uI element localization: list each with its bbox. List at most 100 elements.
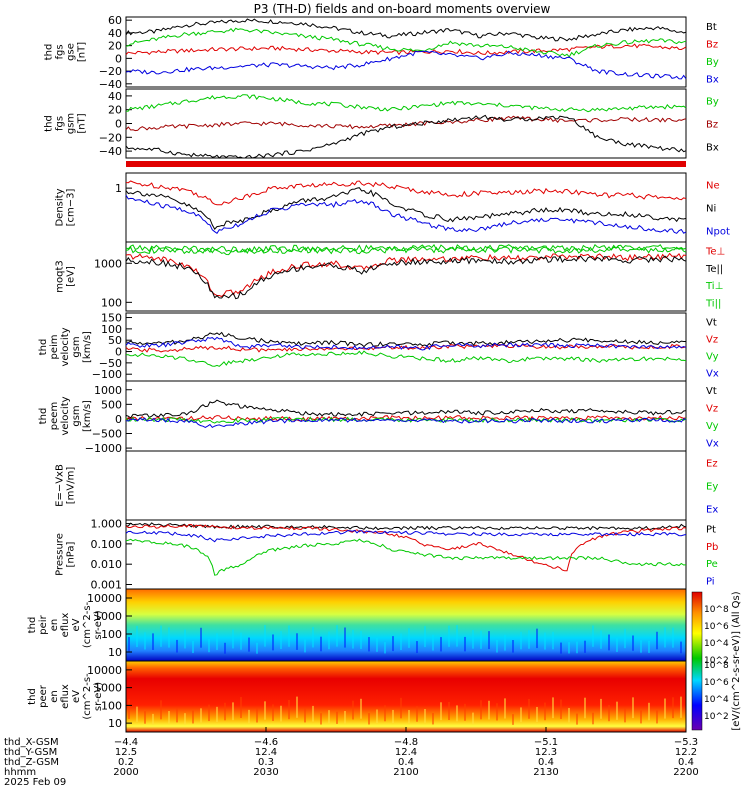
ytick-label: 0.010 [91,558,123,571]
spectrogram-streak [216,633,218,650]
x-axis-row-label: 2025 Feb 09 [4,777,66,788]
spectrogram-streak [416,706,418,722]
spectrogram-streak [600,630,602,649]
spectrogram-streak [288,625,290,647]
ytick-label: 1000 [94,384,122,397]
spectrogram-streak [264,625,266,647]
spectrogram-streak [240,632,242,650]
legend-label: Vz [706,403,718,414]
spectrogram-streak [360,698,362,719]
spectrogram-streak [448,625,450,647]
spectrogram-streak [528,698,530,719]
spectrogram-streak [512,640,514,653]
y-axis-label-line: [nPa] [66,541,77,567]
spectrogram-streak [576,713,578,725]
ytick-label: −40 [99,145,122,158]
flag-band [126,161,686,167]
spectrogram-streak [672,627,674,648]
panel-frame [125,450,687,521]
spectrogram-streak [464,636,466,652]
ytick-label: 40 [108,27,122,40]
y-axis-label-line: [cm−3] [66,189,77,227]
spectrogram-streak [176,639,178,653]
legend-label: Vx [706,369,719,380]
spectrogram-streak [568,642,570,654]
spectrogram-streak [152,713,154,725]
panel-frame [125,519,687,590]
legend-label: Ne [706,181,720,192]
spectrogram-streak [392,636,394,652]
legend-label: Pe [706,559,718,570]
spectrogram-streak [592,712,594,725]
spectrogram-streak [472,630,474,649]
spectrogram-streak [352,700,354,720]
spectrogram-streak [184,629,186,649]
spectrogram-streak [560,642,562,654]
series-line-Ti|| [125,246,687,256]
x-tick-label: 12.2 [675,747,697,758]
series-line-By [125,94,687,113]
series-line-Pb [125,524,687,572]
spectrogram-streak [336,625,338,647]
spectrogram-streak [168,711,170,724]
ytick-label: 0.100 [91,538,123,551]
legend-label: Te⊥ [705,247,725,258]
ytick-label: 10 [108,646,122,659]
x-tick-label: 0.4 [398,757,414,768]
spectrogram-streak [680,696,682,718]
series-line-Ti⊥ [125,244,687,254]
ytick-label: 0.001 [91,578,123,591]
spectrogram-streak [304,708,306,723]
legend-label: Ez [706,459,718,470]
y-axis-label-line: (cm^2-s- [82,601,93,648]
spectrogram-streak [640,710,642,724]
spectrogram-streak [360,630,362,649]
x-tick-label: 2100 [393,767,418,778]
ytick-label: 1.000 [91,518,123,531]
spectrogram-streak [368,637,370,652]
series-line-Ne [125,180,687,206]
y-axis-label-line: [nT] [77,42,88,62]
legend-label: Ti⊥ [705,281,723,292]
spectrogram-streak [128,637,130,652]
ytick-label: 100 [101,699,122,712]
spectrogram-streak [224,702,226,721]
colorbar-tick-label: 10^4 [704,639,729,649]
panel-2: 1 Density [cm−3] Ne Ni Npot [55,172,730,243]
legend-label: Te|| [705,264,723,275]
ytick-label: 0 [115,346,122,359]
spectrogram-streak [320,713,322,725]
panel-frame [125,172,687,243]
spectrogram-streak [680,641,682,654]
colorbar-tick-label: 10^8 [704,605,729,615]
y-axis-label-line: [km/s] [82,400,93,432]
ytick-label: 100 [101,628,122,641]
spectrogram-streak [216,706,218,722]
spectrogram-streak [472,712,474,725]
spectrogram-streak [280,631,282,650]
ytick-label: 0 [115,52,122,65]
spectrogram-streak [192,641,194,654]
spectrogram-streak [408,628,410,648]
figure-title: P3 (TH-D) fields and on-board moments ov… [254,2,551,16]
spectrogram-streak [312,627,314,648]
legend-label: Bx [706,143,719,154]
spectrogram-streak [592,625,594,647]
spectrogram-streak [584,697,586,719]
legend-label: Ni [706,204,716,215]
colorbar-tick-label: 10^4 [704,695,729,705]
series-line-Ni [125,187,687,230]
legend-label: Vz [706,335,718,346]
ytick-label: 1000 [94,610,122,623]
spectrogram-streak [296,633,298,650]
x-tick-label: 12.3 [535,747,557,758]
spectrogram-streak [256,708,258,723]
series-line-Vz [125,343,687,353]
legend-label: By [706,57,719,68]
panel-frame [125,16,687,88]
y-axis-label-line: [km/s] [82,331,93,363]
series-line-Pi [125,529,687,543]
spectrogram-streak [400,633,402,651]
legend-label: Vy [706,352,719,363]
spectrogram-streak [640,640,642,653]
